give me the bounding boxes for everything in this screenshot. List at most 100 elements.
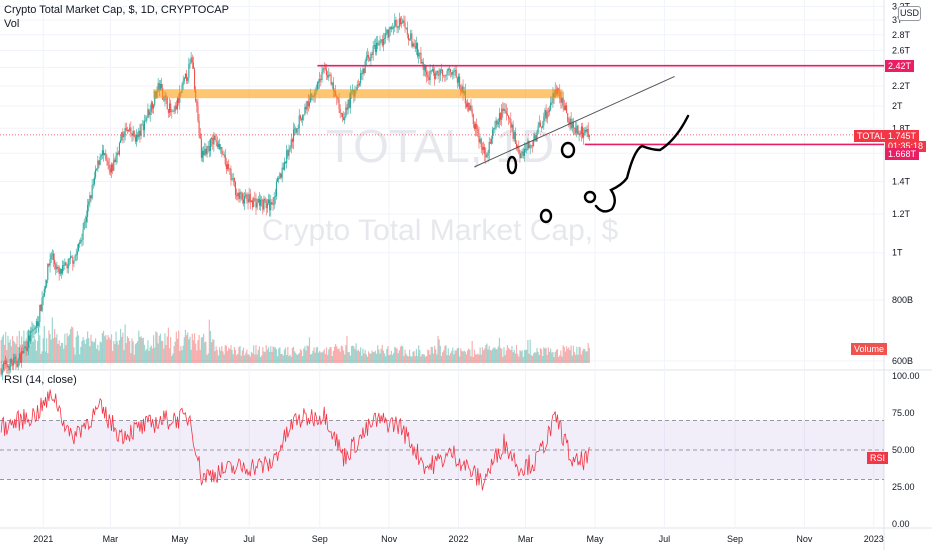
volume-bar — [353, 346, 355, 363]
volume-bar — [388, 355, 390, 363]
candle-body — [379, 40, 381, 45]
time-axis[interactable]: 2021 Mar May Jul Sep Nov 2022 Mar May Jul Sep Nov 20… — [33, 534, 884, 544]
volume-bar — [394, 346, 396, 363]
candle-body — [104, 153, 106, 155]
candle-body — [6, 360, 8, 368]
volume-bar — [228, 347, 230, 363]
candle-body — [26, 347, 28, 351]
resistance-price-tag: 2.42T — [885, 59, 915, 72]
candle-body — [25, 346, 27, 351]
user-drawings[interactable] — [0, 64, 884, 224]
candle-body — [403, 20, 405, 24]
candle-body — [54, 259, 56, 265]
volume-bar — [565, 346, 568, 363]
volume-bar — [195, 343, 197, 363]
volume-bar — [447, 348, 449, 363]
volume-bar — [204, 342, 206, 363]
volume-bar — [192, 340, 195, 363]
candle-body — [261, 199, 263, 201]
candle-body — [419, 52, 421, 54]
candle-body — [304, 106, 306, 115]
volume-bar — [403, 356, 405, 363]
candle-body — [83, 221, 85, 230]
volume-bar — [511, 345, 513, 363]
volume-bar — [200, 337, 202, 363]
currency-button[interactable]: USD — [898, 6, 921, 21]
candle-body — [264, 198, 266, 201]
volume-bar — [175, 331, 177, 363]
candle-body — [291, 139, 293, 142]
candle-body — [306, 100, 308, 110]
volume-bar — [152, 335, 155, 363]
volume-bar — [505, 350, 507, 363]
time-tick-label: Jul — [243, 534, 255, 544]
volume-bar — [325, 347, 328, 363]
candle-body — [305, 106, 307, 110]
volume-bar — [13, 340, 15, 363]
candle-body — [320, 78, 322, 80]
candle-body — [240, 192, 242, 194]
volume-bar — [558, 356, 560, 363]
volume-bar — [523, 349, 526, 363]
candle-body — [2, 363, 4, 370]
candle-body — [289, 147, 291, 150]
candle-body — [572, 122, 574, 128]
candle-body — [529, 145, 531, 149]
volume-bar — [83, 339, 85, 363]
volume-bar — [548, 351, 551, 363]
volume-bar — [33, 336, 35, 363]
candle-body — [204, 148, 206, 156]
volume-bar — [191, 333, 193, 363]
candle-body — [92, 184, 94, 185]
volume-bar — [148, 350, 150, 363]
volume-bar — [553, 356, 555, 363]
volume-bar — [117, 344, 119, 363]
candle-body — [187, 77, 189, 81]
volume-bar — [147, 340, 149, 363]
volume-bar — [131, 338, 133, 363]
volume-bar — [39, 335, 41, 363]
price-axis[interactable]: 600B800B1T1.2T1.4T1.6T1.8T2T2.2T2.4T2.6T… — [892, 2, 920, 529]
volume-bar — [478, 354, 480, 363]
candle-body — [349, 92, 351, 108]
candle-body — [229, 168, 231, 170]
candle-body — [40, 304, 42, 311]
candle-body — [470, 105, 472, 110]
volume-bar — [16, 336, 18, 363]
candle-body — [482, 146, 485, 150]
candle-body — [75, 254, 77, 256]
candle-body — [287, 150, 289, 156]
candle-body — [7, 366, 9, 368]
candle-body — [223, 154, 225, 156]
candle-body — [521, 151, 523, 153]
volume-bar — [412, 351, 414, 363]
candle-body — [31, 330, 33, 332]
candle-body — [459, 76, 461, 89]
volume-bar — [472, 356, 474, 363]
candle-body — [178, 98, 180, 103]
volume-bar — [342, 350, 345, 363]
volume-bar — [8, 342, 10, 363]
candle-body — [93, 177, 95, 185]
volume-bar — [145, 350, 147, 363]
candle-body — [472, 114, 474, 125]
candle-body — [377, 42, 379, 46]
candle-body — [540, 126, 543, 128]
volume-bar — [244, 355, 246, 363]
volume-bar — [416, 355, 419, 363]
volume-bar — [463, 350, 465, 363]
volume-bar — [547, 347, 549, 363]
volume-bar — [294, 351, 296, 363]
candle-body — [527, 140, 529, 150]
volume-bar — [151, 348, 154, 363]
volume-bar — [382, 350, 385, 363]
candle-body — [238, 192, 240, 199]
volume-bar — [85, 338, 88, 363]
volume-bar — [250, 351, 253, 363]
candle-body — [328, 74, 330, 78]
volume-bar — [173, 346, 175, 363]
candle-body — [57, 266, 59, 268]
volume-bar — [105, 335, 107, 363]
